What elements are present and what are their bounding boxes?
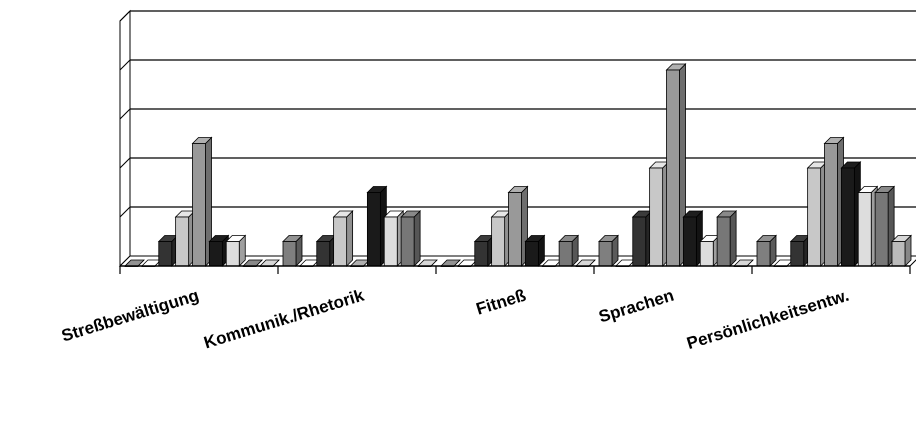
bar-front [699,241,714,267]
bar-front [225,241,240,267]
bar [716,210,738,267]
bar [665,63,687,267]
bar [524,234,546,267]
bar [558,234,580,267]
bar-front [824,143,838,267]
category-label: Kommunik./Rhetorik [202,285,367,352]
bar-front [158,241,173,267]
bar-front [891,241,906,267]
bar-front [508,192,522,267]
gridline-side [119,108,131,120]
bar [225,234,247,267]
bar-front [366,192,381,267]
gridline-side [119,206,131,218]
bar-front [208,241,223,267]
bar-front [840,167,855,267]
bar-front [558,241,573,267]
bar [823,136,845,267]
bar-front [807,167,822,267]
bar-front [524,241,539,267]
bar [208,234,230,267]
bar [282,234,303,267]
gridline-side [119,157,131,169]
bar-front [632,216,647,267]
gridline-side [119,59,131,71]
bar [400,210,422,267]
bar-front [682,216,697,267]
bars-layer [124,63,912,267]
bar [682,210,704,267]
bar-front [790,241,805,267]
x-axis [119,265,911,274]
bar [699,234,721,267]
bar-front [716,216,731,267]
bar [756,234,777,267]
bar-front [491,216,506,267]
bar [507,185,529,267]
bar [857,185,879,267]
bar-front [649,167,664,267]
bar [332,210,354,267]
category-labels: Streßbewältigung Kommunik./Rhetorik Fitneß… [59,285,851,353]
bar [648,161,670,267]
bar-front [316,241,331,267]
bar [157,234,179,267]
bar-side [413,210,421,267]
bar-front [756,241,771,267]
bar [598,234,619,267]
bar [874,185,896,267]
bar [490,210,512,267]
bar-side [729,210,737,267]
bar [174,210,196,267]
bar-front [192,143,206,267]
bar-front [874,192,889,267]
bar-front [383,216,398,267]
side-wall [119,9,131,268]
bar [631,210,653,267]
bar [891,234,912,267]
bar-front [400,216,415,267]
bar [840,161,862,267]
bar [383,210,405,267]
bar-front [666,69,680,267]
bar [191,136,213,267]
bar-side [346,210,354,267]
bar-front [282,241,297,267]
bar [315,234,337,267]
bar-front [175,216,190,267]
bar [366,185,388,267]
category-label: Streßbewältigung [59,286,201,346]
bar [806,161,828,267]
bar [473,234,495,267]
category-label: Fitneß [474,286,528,319]
bar-front [474,241,489,267]
bar [789,234,811,267]
category-label: Persönlichkeitsentw. [684,286,851,353]
bar-front [857,192,872,267]
gridline-side [119,10,131,22]
bar-front [333,216,348,267]
bar-front [598,241,613,267]
category-label: Sprachen [597,286,677,327]
